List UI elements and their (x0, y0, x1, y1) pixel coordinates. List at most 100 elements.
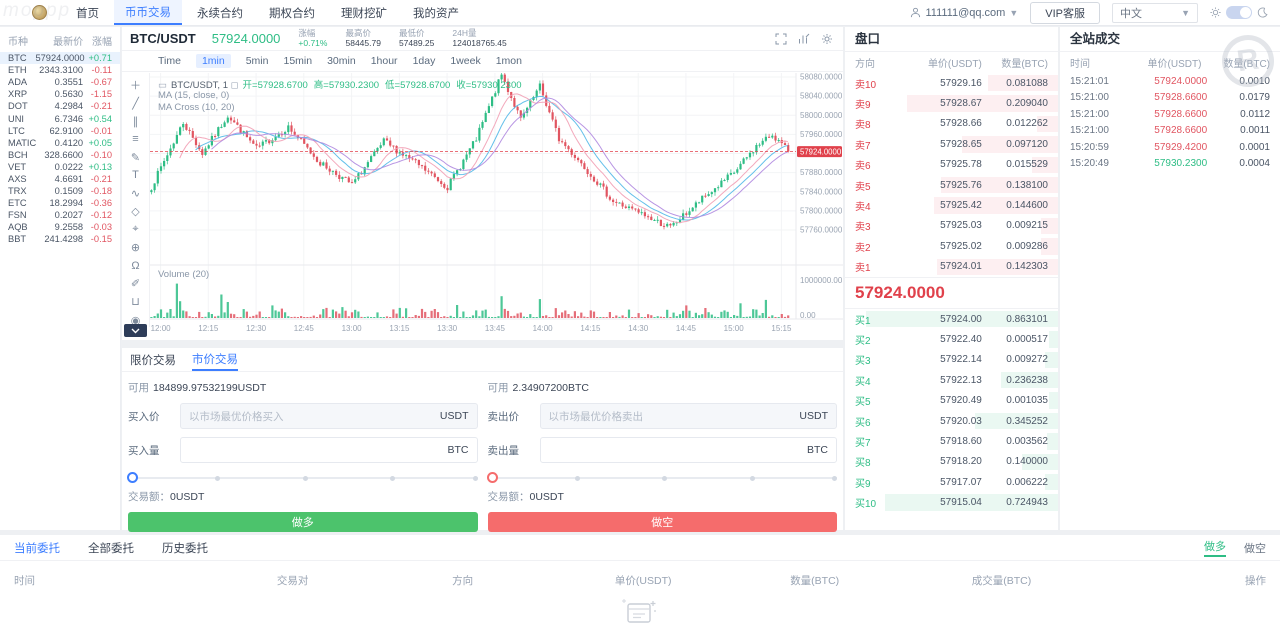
pattern-icon[interactable]: ∿ (130, 188, 141, 201)
nav-item-我的资产[interactable]: 我的资产 (413, 7, 459, 20)
coin-row[interactable]: BCH 328.6600 -0.10 (0, 149, 120, 161)
order-book-ask-row[interactable]: 卖8 57928.66 0.012262 (845, 114, 1058, 134)
interval-1week[interactable]: 1week (450, 55, 481, 67)
order-book-ask-row[interactable]: 卖1 57924.01 0.142303 (845, 257, 1058, 277)
buy-price-field[interactable]: 以市场最优价格买入 USDT (180, 403, 478, 429)
interval-1min[interactable]: 1min (195, 54, 231, 68)
depth-bar (1032, 156, 1058, 173)
fib-retracement-icon[interactable]: ≡ (132, 133, 139, 146)
open-short-button[interactable]: 做空 (487, 512, 837, 532)
buy-slider-handle[interactable] (127, 472, 138, 483)
nav-item-币币交易[interactable]: 币币交易 (114, 0, 182, 25)
trade-qty: 0.0010 (1239, 75, 1270, 87)
coin-row[interactable]: MATIC 0.4120 +0.05 (0, 137, 120, 149)
fullscreen-icon[interactable] (775, 33, 787, 45)
order-side-label: 买1 (855, 315, 871, 327)
order-book-ask-row[interactable]: 卖10 57929.16 0.081088 (845, 73, 1058, 93)
coin-row[interactable]: FSN 0.2027 -0.12 (0, 209, 120, 221)
trendline-icon[interactable]: ╱ (132, 97, 139, 110)
sell-amount-input[interactable] (548, 443, 799, 457)
brush-icon[interactable]: ✎ (130, 151, 141, 164)
coin-row[interactable]: TRX 0.1509 -0.18 (0, 185, 120, 197)
interval-30min[interactable]: 30min (327, 55, 356, 67)
magnet-icon[interactable]: Ω (131, 259, 140, 272)
order-book-bid-row[interactable]: 买1 57924.00 0.863101 (845, 309, 1058, 329)
vip-support-button[interactable]: VIP客服 (1030, 1, 1100, 24)
coin-row[interactable]: BTC 57924.0000 +0.71 (0, 52, 120, 65)
open-long-button[interactable]: 做多 (128, 512, 478, 532)
orders-filter-做多[interactable]: 做多 (1204, 538, 1226, 557)
order-book-ask-row[interactable]: 卖3 57925.03 0.009215 (845, 216, 1058, 236)
order-book-bid-row[interactable]: 买5 57920.49 0.001035 (845, 390, 1058, 410)
buy-amount-slider[interactable] (127, 471, 478, 485)
legend-eye-icon[interactable]: ◻ (230, 80, 239, 91)
order-book-ask-row[interactable]: 卖6 57925.78 0.015529 (845, 155, 1058, 175)
order-side-label: 买4 (855, 376, 871, 388)
coin-row[interactable]: AXS 4.6691 -0.21 (0, 173, 120, 185)
nav-item-期权合约[interactable]: 期权合约 (269, 7, 315, 20)
order-book-bid-row[interactable]: 买6 57920.03 0.345252 (845, 411, 1058, 431)
coin-row[interactable]: AQB 9.2558 -0.03 (0, 221, 120, 233)
nav-item-首页[interactable]: 首页 (76, 7, 99, 20)
moon-icon[interactable] (1257, 7, 1268, 18)
zoom-in-icon[interactable]: ⊕ (130, 242, 141, 255)
trade-tab-市价交易[interactable]: 市价交易 (192, 348, 238, 371)
position-icon[interactable]: ◇ (131, 206, 140, 219)
sun-icon[interactable] (1210, 7, 1221, 18)
measure-icon[interactable]: ⌖ (132, 223, 139, 236)
coin-row[interactable]: VET 0.0222 +0.13 (0, 161, 120, 173)
sell-amount-slider[interactable] (486, 471, 837, 485)
crosshair-icon[interactable]: ＋ (130, 80, 141, 92)
sell-price-field[interactable]: 以市场最优价格卖出 USDT (539, 403, 837, 429)
sell-slider-handle[interactable] (486, 472, 498, 483)
interval-5min[interactable]: 5min (245, 55, 269, 67)
draw-mode-icon[interactable]: ✐ (130, 278, 141, 291)
collapse-legend-icon[interactable]: ▭ (158, 80, 167, 91)
order-book-bid-row[interactable]: 买10 57915.04 0.724943 (845, 492, 1058, 512)
coin-row[interactable]: UNI 6.7346 +0.54 (0, 112, 120, 124)
order-book-ask-row[interactable]: 卖4 57925.42 0.144600 (845, 195, 1058, 215)
coin-list-header: 币种 最新价 涨幅 (0, 27, 120, 52)
hide-drawings-icon[interactable]: ◉ (130, 314, 141, 327)
order-book-bid-row[interactable]: 买8 57918.20 0.140000 (845, 452, 1058, 472)
orders-tab-历史委托[interactable]: 历史委托 (162, 542, 208, 555)
interval-1mon[interactable]: 1mon (495, 55, 522, 67)
order-book-bid-row[interactable]: 买9 57917.07 0.006222 (845, 472, 1058, 492)
coin-row[interactable]: DOT 4.2984 -0.21 (0, 100, 120, 112)
order-book-bid-row[interactable]: 买7 57918.60 0.003562 (845, 431, 1058, 451)
orders-filter-做空[interactable]: 做空 (1244, 542, 1266, 555)
orders-tab-当前委托[interactable]: 当前委托 (14, 542, 60, 555)
order-book-bid-row[interactable]: 买3 57922.14 0.009272 (845, 350, 1058, 370)
interval-1hour[interactable]: 1hour (370, 55, 398, 67)
collapse-chart-button[interactable] (124, 324, 147, 337)
nav-item-永续合约[interactable]: 永续合约 (197, 7, 243, 20)
language-select[interactable]: 中文 ▼ (1112, 2, 1198, 23)
settings-gear-icon[interactable] (821, 33, 833, 45)
lock-drawings-icon[interactable]: ⊔ (131, 296, 140, 309)
indicator-icon[interactable] (798, 33, 810, 45)
nav-item-理财挖矿[interactable]: 理财挖矿 (341, 7, 387, 20)
order-book-bid-row[interactable]: 买4 57922.13 0.236238 (845, 370, 1058, 390)
order-book-ask-row[interactable]: 卖9 57928.67 0.209040 (845, 93, 1058, 113)
user-account-menu[interactable]: 111111@qq.com ▼ (910, 7, 1018, 19)
parallel-channel-icon[interactable]: ∥ (132, 115, 139, 128)
text-icon[interactable]: T (132, 169, 139, 182)
buy-amount-input[interactable] (189, 443, 440, 457)
coin-row[interactable]: ETC 18.2994 -0.36 (0, 197, 120, 209)
order-book-bid-row[interactable]: 买2 57922.40 0.000517 (845, 329, 1058, 349)
coin-row[interactable]: LTC 62.9100 -0.01 (0, 125, 120, 137)
theme-toggle[interactable] (1226, 6, 1252, 19)
candlestick-chart[interactable]: 58080.0000 58040.0000 58000.0000 57960.0000… (150, 73, 843, 340)
coin-row[interactable]: ETH 2343.3100 -0.11 (0, 64, 120, 76)
orders-tab-全部委托[interactable]: 全部委托 (88, 542, 134, 555)
order-book-ask-row[interactable]: 卖2 57925.02 0.009286 (845, 236, 1058, 256)
coin-row[interactable]: ADA 0.3551 -0.67 (0, 76, 120, 88)
coin-row[interactable]: XRP 0.5630 -1.15 (0, 88, 120, 100)
interval-1day[interactable]: 1day (412, 55, 436, 67)
order-book-ask-row[interactable]: 卖5 57925.76 0.138100 (845, 175, 1058, 195)
coin-row[interactable]: BBT 241.4298 -0.15 (0, 233, 120, 245)
interval-15min[interactable]: 15min (283, 55, 313, 67)
trade-tab-限价交易[interactable]: 限价交易 (130, 354, 176, 367)
order-book-ask-row[interactable]: 卖7 57928.65 0.097120 (845, 134, 1058, 154)
